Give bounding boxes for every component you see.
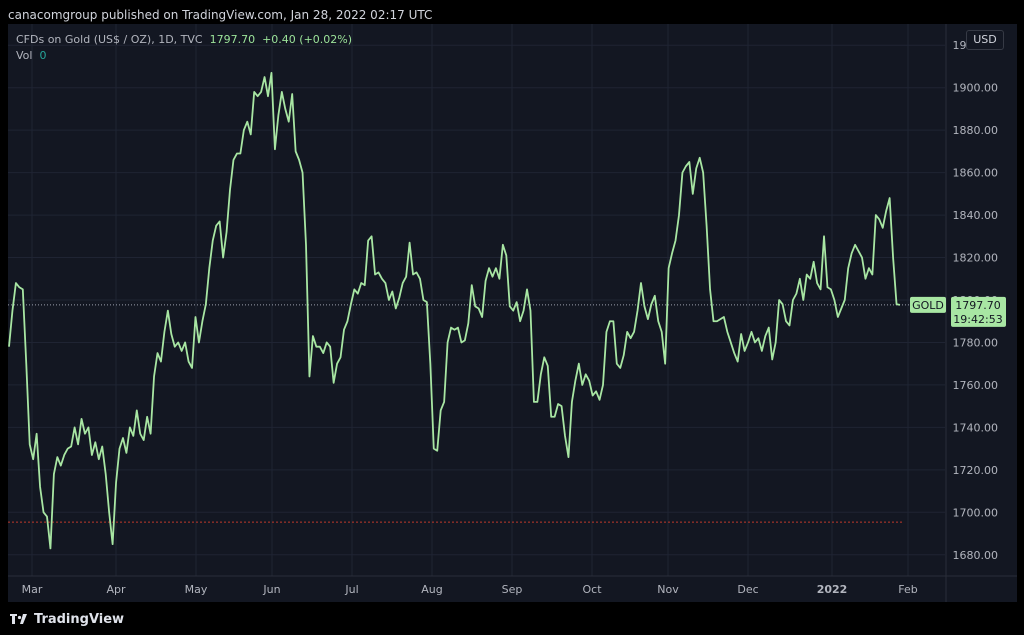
price-axis-tick: 1780.00 — [953, 336, 999, 349]
grid-lines — [8, 24, 945, 576]
legend-row-volume: Vol 0 — [16, 48, 352, 64]
price-chart[interactable]: 1920.001900.001880.001860.001840.001820.… — [8, 24, 1017, 602]
legend-row-symbol: CFDs on Gold (US$ / OZ), 1D, TVC 1797.70… — [16, 32, 352, 48]
volume-label: Vol — [16, 49, 33, 62]
price-change-value: +0.40 (+0.02%) — [262, 33, 353, 46]
price-tag-countdown: 19:42:53 — [953, 313, 1002, 326]
price-axis-tick: 1680.00 — [953, 549, 999, 562]
price-axis-tick: 1840.00 — [953, 209, 999, 222]
brand-name: TradingView — [34, 611, 125, 627]
time-axis-tick: Oct — [582, 583, 602, 596]
time-axis-tick: Jun — [262, 583, 280, 596]
time-axis-tick: Feb — [898, 583, 917, 596]
footer-bar: TradingView — [0, 602, 1024, 635]
tradingview-logo-icon — [10, 614, 27, 624]
time-axis-tick: Sep — [502, 583, 523, 596]
time-axis-tick: Apr — [106, 583, 126, 596]
publish-header: canacomgroup published on TradingView.co… — [8, 8, 433, 22]
price-tag-symbol: GOLD — [912, 299, 944, 312]
price-axis-tick: 1820.00 — [953, 252, 999, 265]
time-axis-tick: 2022 — [817, 583, 848, 596]
price-axis-tick: 1720.00 — [953, 464, 999, 477]
time-axis-tick: Jul — [344, 583, 358, 596]
last-price-value: 1797.70 — [209, 33, 256, 46]
price-tag-price-bg — [951, 296, 1006, 327]
time-axis-tick: Nov — [657, 583, 679, 596]
price-series-line — [8, 71, 901, 550]
time-axis-tick: Dec — [737, 583, 758, 596]
currency-badge[interactable]: USD — [966, 30, 1004, 50]
price-axis-tick: 1700.00 — [953, 506, 999, 519]
time-axis-tick: Mar — [22, 583, 43, 596]
price-axis-tick: 1860.00 — [953, 167, 999, 180]
symbol-description[interactable]: CFDs on Gold (US$ / OZ), 1D, TVC — [16, 33, 203, 46]
volume-value: 0 — [39, 49, 47, 62]
time-axis-tick: May — [185, 583, 208, 596]
price-axis-tick: 1880.00 — [953, 124, 999, 137]
tradingview-brand[interactable]: TradingView — [10, 610, 124, 628]
price-tag-price: 1797.70 — [955, 299, 1001, 312]
price-axis-tick: 1760.00 — [953, 379, 999, 392]
time-axis-labels[interactable]: Mar Apr May Jun Jul Aug Sep Oct Nov Dec 2022 Feb — [22, 583, 918, 596]
price-axis-tick: 1740.00 — [953, 421, 999, 434]
price-tag: GOLD 1797.70 19:42:53 — [910, 296, 1006, 327]
chart-panel[interactable]: 1920.001900.001880.001860.001840.001820.… — [8, 24, 1017, 602]
price-axis-tick: 1900.00 — [953, 82, 999, 95]
price-tag-symbol-bg — [910, 296, 946, 313]
time-axis-tick: Aug — [421, 583, 442, 596]
chart-legend: CFDs on Gold (US$ / OZ), 1D, TVC 1797.70… — [16, 32, 352, 64]
